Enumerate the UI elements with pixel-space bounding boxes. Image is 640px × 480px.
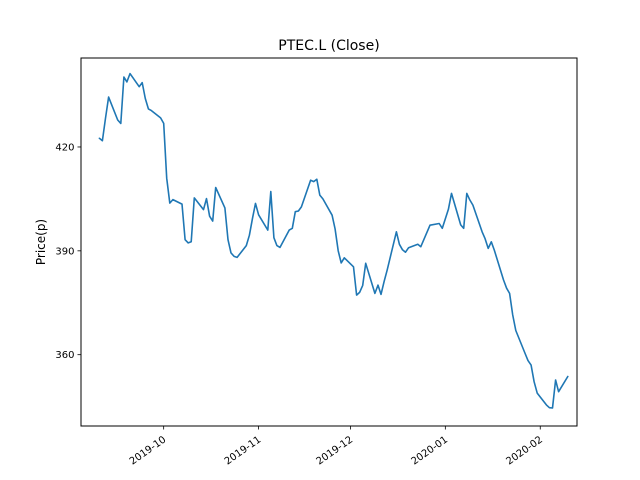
x-tick-label: 2019-11 [223, 434, 264, 467]
y-tick-label: 360 [55, 350, 74, 361]
plot-background [81, 58, 577, 426]
x-tick-label: 2020-02 [504, 434, 545, 467]
axes-spines [80, 57, 578, 427]
x-axis-ticks: 2019-10 2019-11 2019-12 2020-01 2020-02 [128, 426, 545, 467]
x-tick-label: 2020-01 [410, 434, 451, 467]
y-axis-label: Price(p) [34, 219, 48, 265]
chart-title: PTEC.L (Close) [278, 38, 379, 54]
y-tick-label: 420 [55, 142, 74, 153]
x-tick-label: 2019-12 [315, 434, 356, 467]
price-line-series [98, 72, 569, 409]
y-tick-label: 390 [55, 246, 74, 257]
y-axis-ticks: 420 390 360 [55, 142, 81, 361]
x-tick-label: 2019-10 [128, 434, 169, 467]
